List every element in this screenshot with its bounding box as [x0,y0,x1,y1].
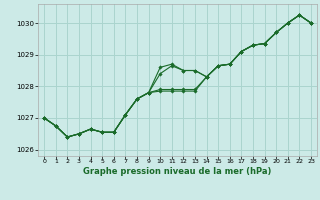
X-axis label: Graphe pression niveau de la mer (hPa): Graphe pression niveau de la mer (hPa) [84,167,272,176]
